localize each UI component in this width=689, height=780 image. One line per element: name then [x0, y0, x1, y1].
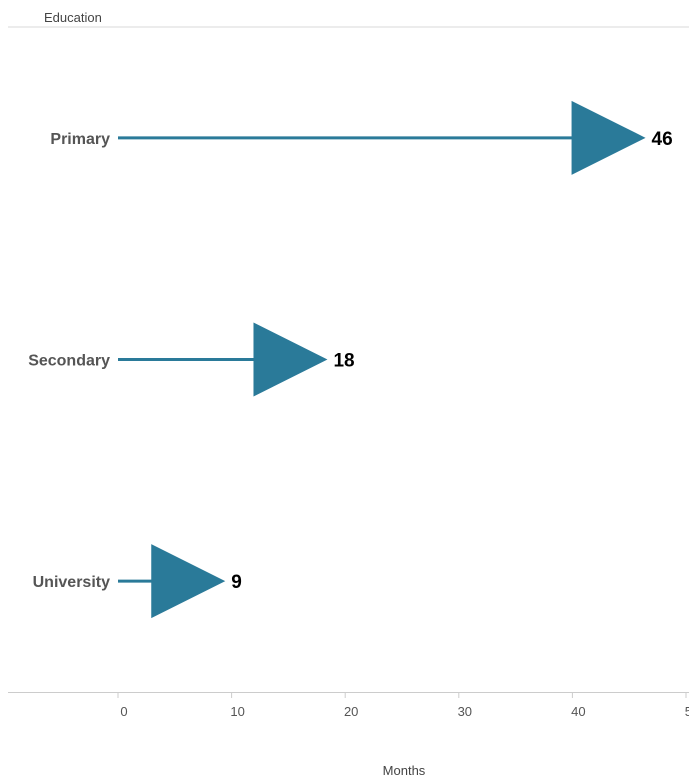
arrow-head-university: [151, 544, 226, 619]
arrow-head-secondary: [253, 322, 328, 397]
x-tick-label-30: 30: [458, 704, 472, 719]
chart-marks: Primary 46 Secondary 18 University 9: [28, 100, 673, 619]
x-tick-label-50: 50: [685, 704, 689, 719]
value-label-primary: 46: [652, 129, 673, 150]
category-label-primary: Primary: [50, 131, 110, 148]
x-tick-label-0: 0: [120, 704, 127, 719]
x-axis-title: Months: [383, 763, 426, 778]
x-tick-label-40: 40: [571, 704, 585, 719]
category-label-university: University: [33, 574, 110, 591]
y-axis-title: Education: [44, 10, 102, 25]
x-tick-label-20: 20: [344, 704, 358, 719]
x-tick-label-10: 10: [230, 704, 244, 719]
category-label-secondary: Secondary: [28, 353, 110, 370]
x-axis-ticks: 0 10 20 30 40 50: [117, 692, 689, 719]
value-label-secondary: 18: [333, 351, 354, 372]
arrow-head-primary: [571, 100, 646, 175]
value-label-university: 9: [231, 572, 242, 593]
